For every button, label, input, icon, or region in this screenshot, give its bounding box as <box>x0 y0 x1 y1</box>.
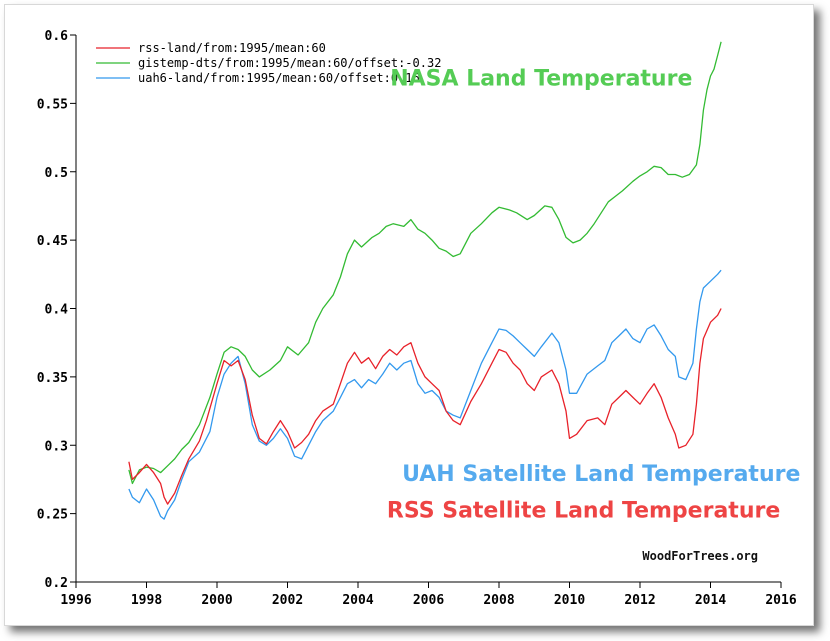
x-tick-label: 2006 <box>413 593 444 608</box>
x-tick-label: 1998 <box>131 593 162 608</box>
x-tick-label: 2010 <box>554 593 585 608</box>
annotations: NASA Land Temperature UAH Satellite Land … <box>387 67 800 524</box>
y-tick-label: 0.2 <box>45 576 68 591</box>
annotation-label: NASA Land Temperature <box>390 67 692 92</box>
series-lines <box>128 41 722 520</box>
x-tick-label: 2004 <box>342 593 373 608</box>
watermark: WoodForTrees.org <box>642 549 758 563</box>
legend-label: rss-land/from:1995/mean:60 <box>138 41 326 55</box>
x-tick-label: 2016 <box>765 593 796 608</box>
x-tick-label: 2008 <box>483 593 514 608</box>
tick-labels: 1996 1998 2000 2002 2004 2006 2008 2010 2012 2014… <box>37 29 797 608</box>
series-line-1 <box>128 41 722 485</box>
x-tick-label: 2014 <box>695 593 726 608</box>
y-tick-label: 0.4 <box>45 303 69 318</box>
legend-label: gistemp-dts/from:1995/mean:60/offset:-0.… <box>138 56 441 70</box>
y-tick-label: 0.5 <box>45 166 68 181</box>
x-tick-label: 2002 <box>272 593 303 608</box>
x-tick-label: 1996 <box>60 593 91 608</box>
series-line-2 <box>128 269 722 520</box>
annotation-label: UAH Satellite Land Temperature <box>402 462 800 487</box>
tick-marks <box>70 34 782 588</box>
y-tick-label: 0.45 <box>37 234 68 249</box>
x-tick-label: 2012 <box>624 593 655 608</box>
y-tick-label: 0.3 <box>45 439 68 454</box>
chart-frame <box>4 4 814 626</box>
y-tick-label: 0.25 <box>37 508 68 523</box>
legend-label: uah6-land/from:1995/mean:60/offset:0.16 <box>138 71 420 85</box>
y-tick-label: 0.55 <box>37 97 68 112</box>
legend: rss-land/from:1995/mean:60gistemp-dts/fr… <box>96 41 441 85</box>
y-tick-label: 0.35 <box>37 371 68 386</box>
annotation-label: RSS Satellite Land Temperature <box>387 499 780 524</box>
x-tick-label: 2000 <box>201 593 232 608</box>
y-tick-label: 0.6 <box>45 29 69 44</box>
series-line-0 <box>128 308 722 505</box>
